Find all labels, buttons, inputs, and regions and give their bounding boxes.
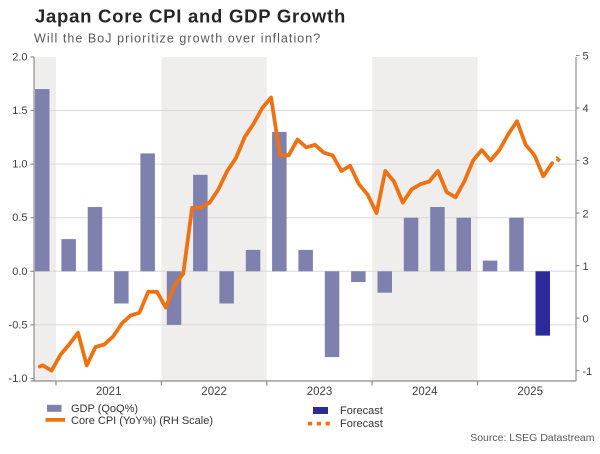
svg-text:2024: 2024 <box>412 386 438 398</box>
svg-text:Forecast: Forecast <box>340 405 383 417</box>
svg-text:Forecast: Forecast <box>340 418 383 430</box>
svg-text:2025: 2025 <box>517 386 543 398</box>
svg-text:0: 0 <box>583 313 589 325</box>
svg-text:3: 3 <box>583 156 589 168</box>
svg-text:2021: 2021 <box>96 386 122 398</box>
svg-text:-0.5: -0.5 <box>9 319 28 331</box>
svg-text:Core CPI (YoY%) (RH Scale): Core CPI (YoY%) (RH Scale) <box>71 415 213 427</box>
svg-text:Japan Core CPI and GDP Growth: Japan Core CPI and GDP Growth <box>35 5 346 26</box>
svg-text:2023: 2023 <box>307 386 333 398</box>
svg-text:1: 1 <box>583 261 589 273</box>
svg-text:1.0: 1.0 <box>12 159 27 171</box>
svg-text:-1.0: -1.0 <box>9 373 28 385</box>
svg-text:Will the BoJ prioritize growth: Will the BoJ prioritize growth over infl… <box>34 32 321 46</box>
svg-text:-1: -1 <box>583 366 593 378</box>
svg-text:2: 2 <box>583 208 589 220</box>
svg-text:2022: 2022 <box>201 386 227 398</box>
svg-text:4: 4 <box>583 103 589 115</box>
svg-text:2.0: 2.0 <box>12 51 27 63</box>
svg-text:GDP (QoQ%): GDP (QoQ%) <box>71 403 138 415</box>
svg-text:Source: LSEG Datastream: Source: LSEG Datastream <box>470 432 595 444</box>
svg-text:1.5: 1.5 <box>12 105 27 117</box>
svg-text:0.0: 0.0 <box>12 266 27 278</box>
svg-text:0.5: 0.5 <box>12 212 27 224</box>
svg-text:5: 5 <box>583 51 589 63</box>
